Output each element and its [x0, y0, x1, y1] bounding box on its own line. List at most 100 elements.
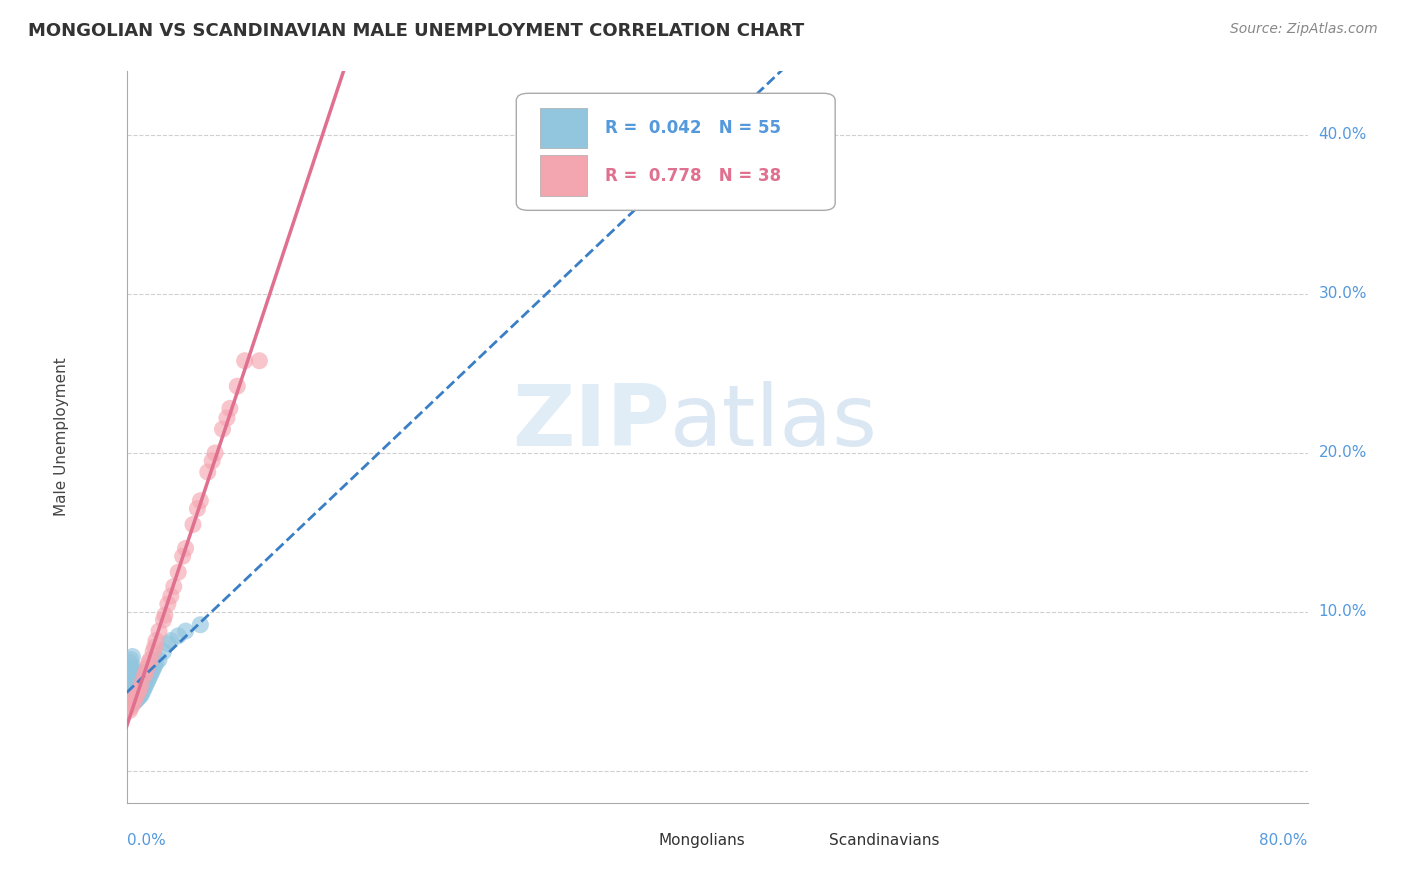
Point [153, 608, 176, 623]
Point [136, 660, 159, 674]
Text: 30.0%: 30.0% [1319, 286, 1367, 301]
Point [167, 566, 190, 580]
Point [138, 672, 160, 686]
Point [142, 662, 165, 676]
Point [120, 653, 142, 667]
Point [135, 678, 157, 692]
Point [117, 692, 139, 706]
Point [124, 694, 146, 708]
Point [134, 668, 156, 682]
Point [121, 696, 143, 710]
Bar [794, 832, 824, 850]
Point [122, 696, 145, 710]
Text: 40.0%: 40.0% [1319, 128, 1367, 143]
Point [197, 465, 219, 479]
Point [142, 645, 165, 659]
Text: ZIP: ZIP [512, 381, 669, 464]
Text: R =  0.778   N = 38: R = 0.778 N = 38 [605, 167, 780, 185]
Point [117, 676, 139, 690]
Bar [540, 155, 588, 195]
Point [129, 665, 153, 680]
Point [125, 688, 148, 702]
Point [132, 684, 155, 698]
Point [139, 668, 162, 682]
Point [172, 549, 194, 564]
Point [201, 454, 224, 468]
Point [121, 681, 143, 696]
Point [124, 684, 146, 698]
Point [120, 672, 142, 686]
Point [122, 680, 145, 694]
Point [174, 624, 197, 638]
Point [118, 704, 141, 718]
Point [127, 684, 149, 698]
Point [121, 649, 143, 664]
Point [148, 624, 170, 638]
Point [188, 617, 211, 632]
Point [121, 697, 143, 711]
Point [120, 688, 142, 702]
Point [117, 684, 139, 698]
Point [127, 676, 149, 690]
Point [145, 633, 167, 648]
Text: Source: ZipAtlas.com: Source: ZipAtlas.com [1230, 22, 1378, 37]
Point [120, 694, 142, 708]
Point [124, 675, 146, 690]
Point [152, 645, 174, 659]
Point [128, 668, 150, 682]
Point [118, 672, 141, 686]
Point [156, 637, 179, 651]
FancyBboxPatch shape [516, 94, 835, 211]
Point [148, 653, 170, 667]
Bar [623, 832, 652, 850]
Text: MONGOLIAN VS SCANDINAVIAN MALE UNEMPLOYMENT CORRELATION CHART: MONGOLIAN VS SCANDINAVIAN MALE UNEMPLOYM… [28, 22, 804, 40]
Point [181, 517, 204, 532]
Point [143, 640, 166, 654]
Point [233, 353, 256, 368]
Point [128, 681, 150, 696]
Point [118, 656, 141, 670]
Point [122, 670, 145, 684]
Point [136, 675, 159, 690]
Point [122, 694, 145, 708]
Point [125, 681, 148, 696]
Bar [540, 108, 588, 148]
Point [121, 662, 143, 676]
Point [125, 692, 148, 706]
Point [143, 659, 166, 673]
Text: Male Unemployment: Male Unemployment [53, 358, 69, 516]
Point [121, 690, 143, 704]
Point [129, 688, 153, 702]
Point [138, 656, 160, 670]
Text: R =  0.042   N = 55: R = 0.042 N = 55 [605, 119, 780, 137]
Point [215, 411, 238, 425]
Point [211, 422, 233, 436]
Point [219, 401, 242, 416]
Point [118, 681, 141, 696]
Point [141, 665, 163, 680]
Point [127, 690, 149, 705]
Point [139, 653, 162, 667]
Point [120, 681, 142, 696]
Point [204, 446, 226, 460]
Point [118, 688, 141, 702]
Point [118, 665, 141, 680]
Point [247, 353, 270, 368]
Point [159, 589, 183, 603]
Point [167, 629, 190, 643]
Point [163, 580, 186, 594]
Point [226, 379, 249, 393]
Text: 10.0%: 10.0% [1319, 605, 1367, 619]
Point [122, 688, 145, 702]
Point [118, 697, 141, 711]
Point [174, 541, 197, 556]
Point [186, 501, 208, 516]
Point [128, 690, 150, 704]
Point [135, 665, 157, 680]
Point [120, 700, 142, 714]
Point [122, 660, 145, 674]
Point [134, 681, 156, 696]
Point [129, 676, 153, 690]
Point [145, 656, 167, 670]
Text: 0.0%: 0.0% [127, 833, 166, 848]
